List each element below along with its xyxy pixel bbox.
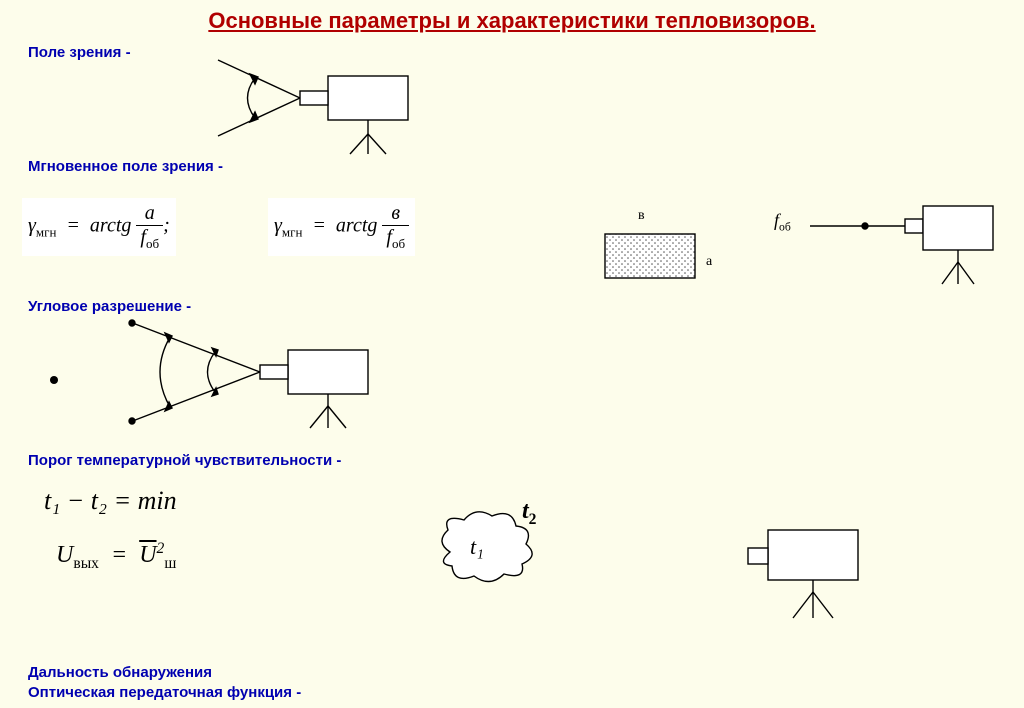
formula-tmin: t₁ − t₂ = min [44, 486, 177, 516]
page-title: Основные параметры и характеристики тепл… [0, 0, 1024, 34]
formula-arctg-b: γмгн = arctg в fоб [268, 198, 415, 256]
label-t1: t₁ [470, 534, 484, 560]
label-fov: Поле зрения - [28, 44, 131, 61]
label-t2: t2 [522, 498, 536, 529]
formula-arctg-a: γмгн = arctg а fоб ; [22, 198, 176, 256]
diagram-fov [210, 48, 440, 158]
diagram-angres [100, 312, 400, 442]
diagram-cloud [430, 502, 560, 592]
label-threshold: Порог температурной чувствительности - [28, 452, 341, 469]
diagram-camera-bottom [720, 520, 890, 640]
label-range: Дальность обнаружения [28, 664, 212, 681]
label-ifov: Мгновенное поле зрения - [28, 158, 223, 175]
label-v: в [638, 208, 645, 224]
dot-isolated [44, 370, 64, 390]
diagram-camera-mid [810, 196, 1000, 316]
diagram-detector-rect [600, 224, 710, 294]
label-otf: Оптическая передаточная функция - [28, 684, 301, 701]
label-a: а [706, 254, 712, 270]
label-fob: fоб [774, 210, 791, 234]
formula-uvyx: Uвых = U2ш [56, 540, 176, 573]
